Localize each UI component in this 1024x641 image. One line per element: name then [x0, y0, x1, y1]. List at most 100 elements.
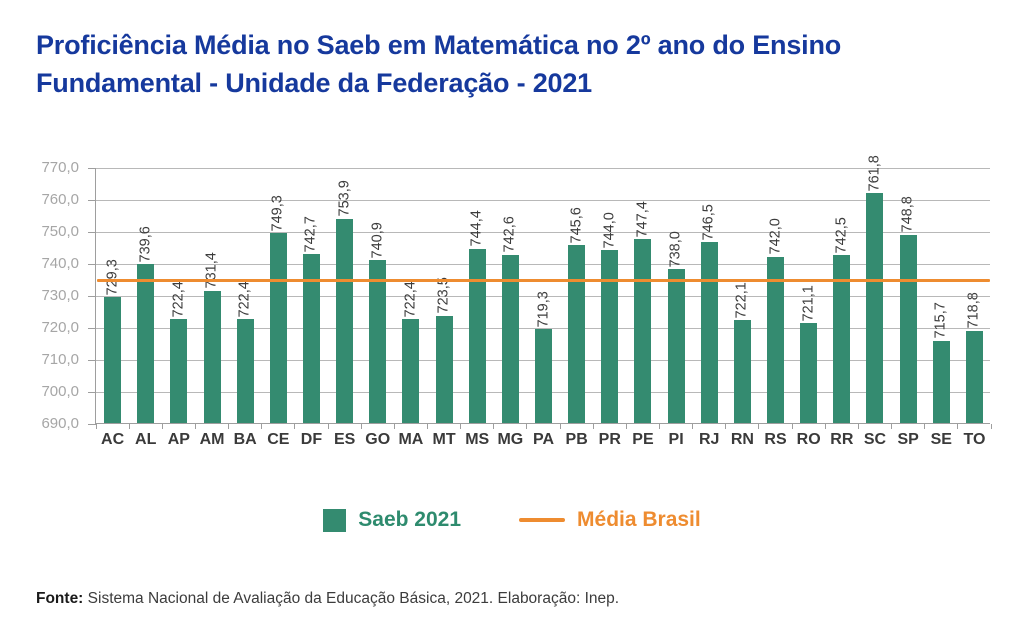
- reference-line-media-brasil: [97, 278, 990, 282]
- x-tickmark: [228, 424, 230, 429]
- bar-RR: [833, 255, 851, 423]
- legend-label-saeb: Saeb 2021: [358, 508, 462, 531]
- y-tickmark: [88, 231, 96, 233]
- bar-GO: [369, 260, 387, 423]
- bar-RN: [733, 320, 751, 423]
- x-tickmark: [426, 424, 428, 429]
- x-axis-label-MS: MS: [465, 431, 490, 448]
- y-axis-tick-label: 770,0: [41, 159, 79, 176]
- x-tickmark: [261, 424, 263, 429]
- legend-line-swatch: [519, 518, 566, 522]
- bar-value-label-RS: 742,0: [767, 218, 784, 255]
- x-axis-label-TO: TO: [963, 431, 986, 448]
- x-tickmark: [393, 424, 395, 429]
- bar-value-label-RO: 721,1: [800, 285, 817, 322]
- x-axis-label-CE: CE: [267, 431, 290, 448]
- bar-value-label-SE: 715,7: [932, 302, 949, 339]
- legend-label-media-brasil: Média Brasil: [577, 508, 701, 531]
- bar-value-label-PI: 738,0: [667, 231, 684, 268]
- y-tickmark: [88, 391, 96, 393]
- bar-PE: [634, 239, 652, 423]
- bar-value-label-MS: 744,4: [468, 210, 485, 247]
- bar-AM: [203, 290, 221, 423]
- y-axis-tick-label: 720,0: [41, 319, 79, 336]
- bar-ES: [336, 218, 354, 423]
- bar-value-label-PR: 744,0: [601, 211, 618, 249]
- x-tickmark: [891, 424, 893, 429]
- y-gridline: [96, 231, 990, 233]
- x-tickmark: [592, 424, 594, 429]
- y-axis-tick-label: 760,0: [41, 191, 79, 208]
- x-axis-label-GO: GO: [365, 431, 391, 448]
- x-tickmark: [692, 424, 694, 429]
- bar-SC: [866, 193, 884, 423]
- bar-value-label-MG: 742,6: [501, 216, 518, 253]
- x-axis-label-PE: PE: [632, 431, 654, 448]
- bar-SE: [932, 340, 950, 423]
- x-tickmark: [924, 424, 926, 429]
- bar-value-label-SC: 761,8: [866, 154, 883, 192]
- x-tickmark: [128, 424, 130, 429]
- x-axis-label-BA: BA: [233, 431, 257, 448]
- x-tickmark: [327, 424, 329, 429]
- y-gridline: [96, 327, 990, 329]
- x-axis-label-RO: RO: [796, 431, 821, 448]
- x-tickmark: [791, 424, 793, 429]
- bar-MT: [435, 315, 453, 423]
- source-note: Fonte: Sistema Nacional de Avaliação da …: [36, 590, 619, 608]
- y-tickmark: [88, 327, 96, 329]
- bar-PB: [568, 245, 586, 423]
- x-axis-label-RS: RS: [764, 431, 787, 448]
- bar-value-label-GO: 740,9: [369, 221, 386, 259]
- bar-RO: [800, 323, 818, 423]
- bar-DF: [302, 254, 320, 423]
- x-axis-label-RR: RR: [830, 431, 854, 448]
- bar-AL: [137, 264, 155, 423]
- x-tickmark: [725, 424, 727, 429]
- y-tickmark: [88, 359, 96, 361]
- bar-value-label-AP: 722,4: [170, 281, 187, 318]
- y-gridline: [96, 167, 990, 169]
- y-axis-tick-label: 740,0: [41, 255, 79, 272]
- page-title-line-2: Fundamental - Unidade da Federação - 202…: [36, 68, 592, 98]
- bar-value-label-DF: 742,7: [302, 216, 319, 253]
- bar-RJ: [700, 242, 718, 423]
- plot-area: 690,0 700,0 710,0 720,0 730,0 740,0 750,0 760,0…: [41, 155, 992, 448]
- x-axis-label-PR: PR: [598, 431, 621, 448]
- bar-TO: [965, 330, 983, 423]
- x-tickmark: [194, 424, 196, 429]
- x-axis-label-SP: SP: [897, 431, 919, 448]
- x-tickmark: [990, 424, 992, 429]
- x-axis-label-SC: SC: [863, 431, 887, 448]
- bar-value-label-CE: 749,3: [269, 194, 286, 232]
- bar-PR: [601, 250, 619, 423]
- x-axis-label-PI: PI: [668, 431, 684, 448]
- x-tickmark: [294, 424, 296, 429]
- x-tickmark: [493, 424, 495, 429]
- x-tickmark: [625, 424, 627, 429]
- x-tickmark: [161, 424, 163, 429]
- x-tickmark: [460, 424, 462, 429]
- y-tickmark: [88, 295, 96, 297]
- x-axis-label-ES: ES: [333, 431, 356, 448]
- bar-value-label-PE: 747,4: [634, 201, 651, 238]
- y-tickmark: [88, 263, 96, 265]
- y-axis-tick-label: 750,0: [41, 223, 79, 240]
- bar-BA: [236, 319, 254, 423]
- bar-MG: [501, 254, 519, 423]
- bar-value-label-RR: 742,5: [833, 216, 850, 253]
- bar-CE: [269, 233, 287, 423]
- x-tickmark: [824, 424, 826, 429]
- bar-value-label-BA: 722,4: [236, 281, 253, 318]
- y-axis-tick-label: 730,0: [41, 287, 79, 304]
- bar-value-label-SP: 748,8: [899, 196, 916, 233]
- x-axis-label-DF: DF: [300, 431, 323, 448]
- x-tickmark: [659, 424, 661, 429]
- x-tickmark: [758, 424, 760, 429]
- x-axis-label-AM: AM: [199, 431, 225, 448]
- bar-PI: [667, 269, 685, 423]
- y-tickmark: [88, 199, 96, 201]
- x-tickmark: [857, 424, 859, 429]
- x-axis-label-SE: SE: [930, 431, 952, 448]
